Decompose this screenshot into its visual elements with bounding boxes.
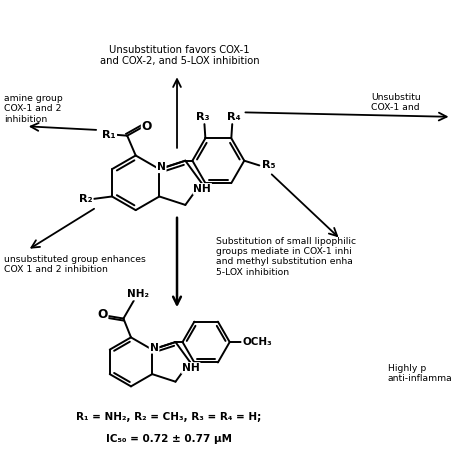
Text: OCH₃: OCH₃ (242, 337, 272, 347)
Text: O: O (97, 308, 108, 321)
Text: R₄: R₄ (228, 112, 241, 122)
Text: unsubstituted group enhances
COX 1 and 2 inhibition: unsubstituted group enhances COX 1 and 2… (4, 255, 146, 274)
Text: R₁ = NH₂, R₂ = CH₃, R₃ = R₄ = H;: R₁ = NH₂, R₂ = CH₃, R₃ = R₄ = H; (76, 412, 261, 422)
Text: Highly p
anti-inflamma: Highly p anti-inflamma (388, 364, 453, 383)
Text: R₃: R₃ (196, 112, 210, 122)
Text: Unsubstitution favors COX-1
and COX-2, and 5-LOX inhibition: Unsubstitution favors COX-1 and COX-2, a… (100, 45, 259, 66)
Text: amine group
COX-1 and 2
inhibition: amine group COX-1 and 2 inhibition (4, 94, 63, 124)
Text: Unsubstitu
COX-1 and: Unsubstitu COX-1 and (371, 93, 421, 112)
Text: N: N (150, 343, 158, 353)
Text: NH₂: NH₂ (127, 290, 148, 300)
Text: N: N (157, 162, 166, 172)
Text: R₂: R₂ (79, 194, 92, 204)
Text: R₅: R₅ (262, 160, 275, 171)
Text: NH: NH (182, 363, 200, 373)
Text: Substitution of small lipophilic
groups mediate in COX-1 inhi
and methyl substit: Substitution of small lipophilic groups … (216, 237, 356, 277)
Text: R₁: R₁ (102, 130, 116, 140)
Text: IC₅₀ = 0.72 ± 0.77 μM: IC₅₀ = 0.72 ± 0.77 μM (106, 434, 232, 444)
Text: O: O (142, 120, 152, 133)
Text: NH: NH (193, 184, 211, 194)
